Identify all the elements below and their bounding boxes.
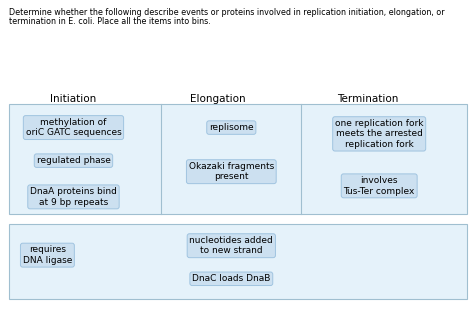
Text: involves
Tus-Ter complex: involves Tus-Ter complex — [344, 176, 415, 196]
Text: DnaC loads DnaB: DnaC loads DnaB — [192, 274, 271, 283]
Text: nucleotides added
to new strand: nucleotides added to new strand — [190, 236, 273, 255]
Text: termination in E. coli. Place all the items into bins.: termination in E. coli. Place all the it… — [9, 17, 211, 26]
Text: Determine whether the following describe events or proteins involved in replicat: Determine whether the following describe… — [9, 8, 445, 17]
Text: Elongation: Elongation — [190, 94, 246, 104]
Text: regulated phase: regulated phase — [36, 156, 110, 165]
Text: methylation of
oriC GATC sequences: methylation of oriC GATC sequences — [26, 118, 121, 137]
Text: one replication fork
meets the arrested
replication fork: one replication fork meets the arrested … — [335, 119, 423, 149]
FancyBboxPatch shape — [9, 224, 467, 299]
Text: Termination: Termination — [337, 94, 398, 104]
Text: Okazaki fragments
present: Okazaki fragments present — [189, 162, 274, 181]
Text: requires
DNA ligase: requires DNA ligase — [23, 245, 72, 265]
Text: DnaA proteins bind
at 9 bp repeats: DnaA proteins bind at 9 bp repeats — [30, 187, 117, 207]
FancyBboxPatch shape — [9, 104, 467, 214]
Text: Initiation: Initiation — [50, 94, 97, 104]
Text: replisome: replisome — [209, 123, 254, 132]
